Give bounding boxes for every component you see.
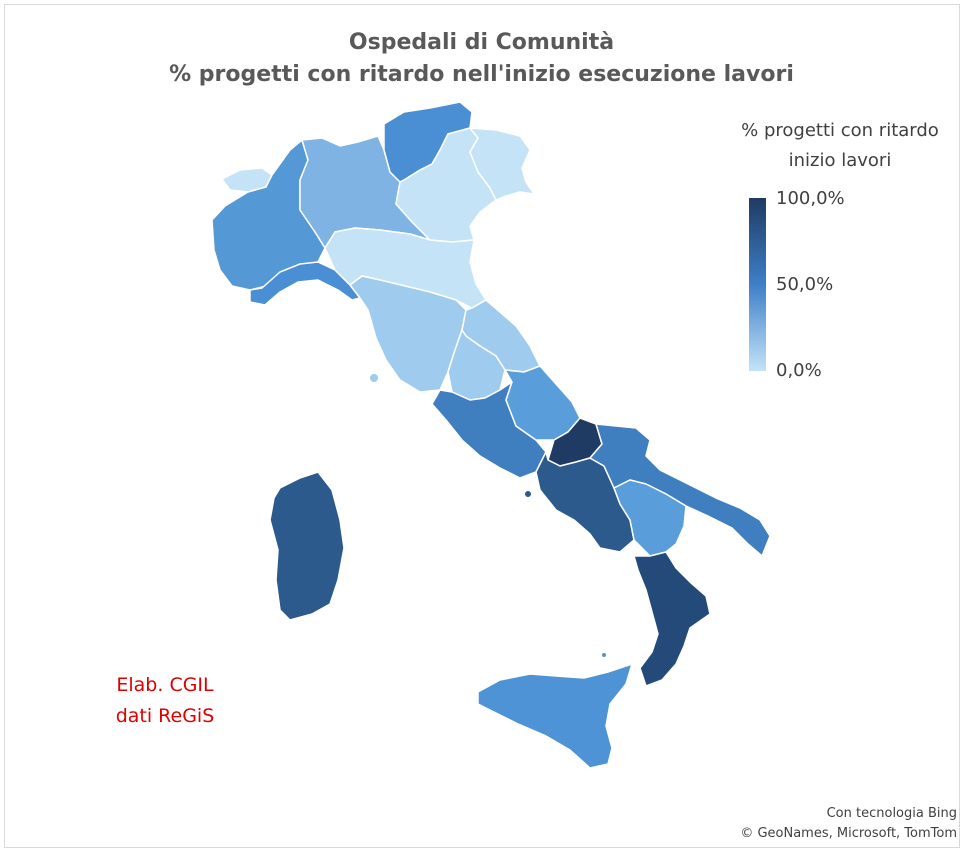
region-lazio[interactable] (431, 381, 547, 479)
island-ischia (525, 491, 531, 497)
island-elba (370, 374, 378, 382)
map-subtitle: % progetti con ritardo nell'inizio esecu… (169, 62, 794, 87)
legend-color-scale (749, 198, 766, 371)
region-sardegna[interactable] (269, 471, 345, 621)
region-liguria[interactable] (249, 261, 361, 306)
region-friuli-venezia-giulia[interactable] (469, 127, 535, 201)
map-title: Ospedali di Comunità (348, 30, 615, 55)
region-sicilia[interactable] (477, 663, 633, 769)
map-credit-line2: © GeoNames, Microsoft, TomTom (740, 826, 957, 841)
legend-min-label: 0,0% (776, 360, 822, 381)
chart-frame (4, 4, 960, 848)
source-note-line2: dati ReGiS (115, 705, 215, 727)
island-lipari (602, 653, 606, 657)
legend-title-line2: inizio lavori (788, 150, 892, 171)
legend-mid-label: 50,0% (776, 274, 834, 295)
map-credit-line1: Con tecnologia Bing (826, 806, 957, 821)
legend-max-label: 100,0% (776, 188, 845, 209)
region-calabria[interactable] (633, 551, 711, 687)
region-puglia[interactable] (589, 423, 771, 557)
legend-title-line1: % progetti con ritardo (741, 120, 939, 141)
region-basilicata[interactable] (613, 479, 687, 557)
source-note-line1: Elab. CGIL (116, 674, 214, 696)
